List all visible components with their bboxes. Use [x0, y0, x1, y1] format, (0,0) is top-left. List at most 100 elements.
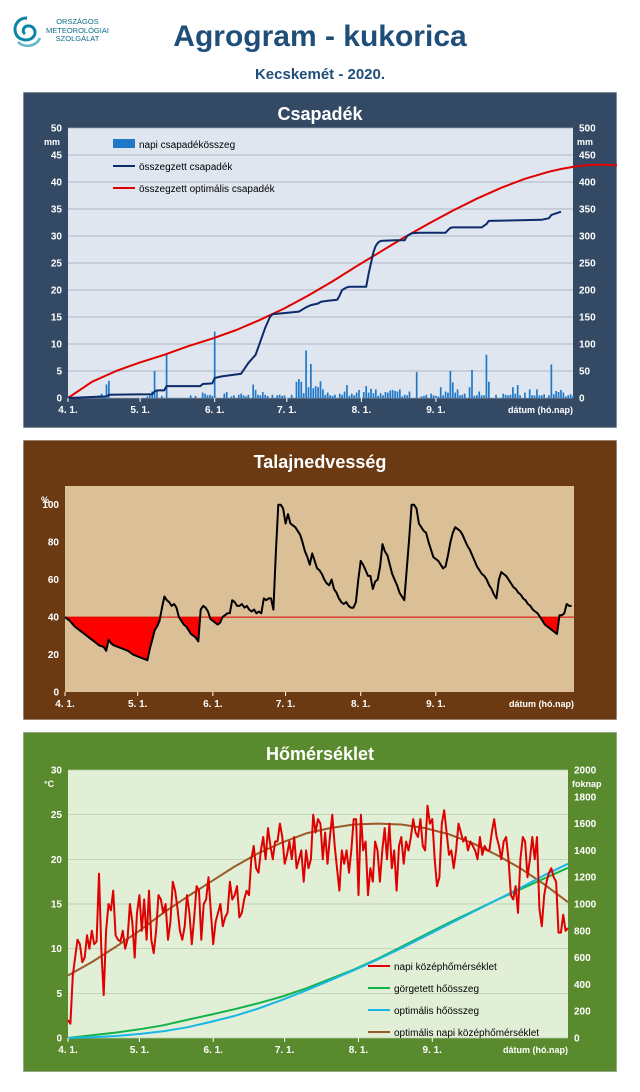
precip-bar: [257, 394, 259, 398]
y-tick-label: 350: [579, 205, 596, 216]
temp-legend-label: napi középhőmérséklet: [394, 962, 497, 973]
precip-bar: [329, 395, 331, 398]
precip-bar: [302, 393, 305, 398]
x-tick-label: 6. 1.: [205, 405, 225, 416]
precip-bar: [463, 393, 466, 398]
soil-title: Talajnedvesség: [254, 452, 387, 472]
precip-bar: [468, 387, 471, 398]
precip-bar: [343, 391, 346, 398]
precip-bar: [435, 395, 437, 398]
precip-bar: [312, 388, 315, 398]
precip-bar: [254, 389, 257, 398]
precip-bar: [432, 395, 435, 398]
precip-bar: [569, 394, 572, 398]
precip-bar: [538, 395, 541, 398]
precip-bar: [406, 395, 408, 398]
cumulative-line: [67, 210, 562, 399]
precip-bar: [399, 389, 401, 398]
precip-bar: [362, 392, 365, 398]
y-tick-label: 80: [48, 538, 60, 549]
precip-bar: [377, 395, 380, 398]
precip-bar: [242, 395, 245, 398]
precip-bar: [430, 393, 432, 398]
temp-legend-label: görgetett hőösszeg: [394, 984, 479, 995]
y-tick-label: 1800: [574, 792, 597, 803]
y-right-unit: foknap: [572, 779, 602, 789]
precip-bar: [555, 390, 558, 398]
y-tick-label: 1200: [574, 873, 597, 884]
precip-bar: [305, 350, 307, 398]
precip-bar: [478, 391, 481, 398]
precip-bar: [461, 394, 464, 398]
y-tick-label: 600: [574, 953, 591, 964]
precip-bar: [298, 379, 300, 398]
precip-bar: [384, 392, 387, 398]
precip-bar: [245, 396, 247, 398]
precip-bar: [346, 385, 348, 398]
precip-bar: [560, 389, 562, 398]
y-tick-label: 0: [579, 394, 585, 405]
precip-bar: [449, 371, 452, 398]
precip-bar: [485, 354, 488, 398]
precip-bar: [365, 386, 368, 398]
y-left-unit: °C: [44, 779, 55, 789]
logo-text: ORSZÁGOS METEOROLÓGIAI SZOLGÁLAT: [46, 17, 109, 44]
y-tick-label: 250: [579, 259, 596, 270]
x-axis-label: dátum (hó.nap): [509, 699, 574, 709]
precip-bar: [447, 392, 449, 398]
y-tick-label: 35: [51, 205, 63, 216]
precip-bar: [300, 381, 303, 398]
precip-bar: [401, 396, 404, 398]
precip-bar: [442, 395, 444, 398]
precip-bar: [261, 392, 264, 398]
precip-bar: [355, 392, 358, 398]
precip-bar: [552, 394, 555, 398]
precip-bar: [230, 396, 233, 398]
y-tick-label: 500: [579, 124, 596, 135]
precip-bar: [153, 371, 156, 398]
y-tick-label: 1400: [574, 846, 597, 857]
precip-bar: [439, 387, 442, 398]
y-tick-label: 30: [51, 766, 63, 777]
y-tick-label: 20: [51, 286, 63, 297]
y-tick-label: 1600: [574, 819, 597, 830]
precip-bar: [519, 395, 521, 398]
x-tick-label: 6. 1.: [203, 699, 223, 710]
precip-bar: [209, 394, 211, 398]
x-tick-label: 7. 1.: [275, 1045, 295, 1056]
precip-bar: [189, 395, 192, 398]
precip-bar: [223, 393, 226, 398]
x-tick-label: 5. 1.: [130, 1045, 150, 1056]
x-tick-label: 4. 1.: [58, 1045, 78, 1056]
y-right-unit: mm: [577, 137, 593, 147]
precip-bar: [456, 389, 459, 398]
precip-bar: [295, 381, 298, 398]
precip-bar: [562, 392, 565, 398]
y-tick-label: 20: [51, 855, 63, 866]
precip-bar: [473, 395, 476, 398]
precip-bar: [507, 395, 509, 398]
precip-bar: [213, 331, 216, 398]
precip-bar: [307, 387, 310, 398]
optimal-cumulative-line: [67, 163, 617, 399]
precip-bar: [372, 393, 375, 398]
precip-bar: [271, 394, 274, 398]
precip-title: Csapadék: [277, 104, 363, 124]
precip-bar: [334, 394, 336, 398]
precip-bar: [423, 395, 425, 398]
y-tick-label: 5: [56, 367, 62, 378]
precip-bar: [495, 394, 497, 398]
x-axis-label: dátum (hó.nap): [503, 1045, 568, 1055]
temp-title: Hőmérséklet: [266, 744, 374, 764]
precip-bar: [370, 388, 372, 398]
y-tick-label: 60: [48, 575, 60, 586]
precip-bar: [322, 389, 324, 398]
precip-bar: [341, 394, 343, 398]
logo-swirl-icon: [13, 16, 42, 47]
precip-bar: [237, 394, 240, 398]
y-tick-label: 2000: [574, 766, 597, 777]
y-tick-label: 15: [51, 313, 63, 324]
y-tick-label: 150: [579, 313, 596, 324]
precip-bar: [536, 389, 538, 398]
y-tick-label: 25: [51, 259, 63, 270]
